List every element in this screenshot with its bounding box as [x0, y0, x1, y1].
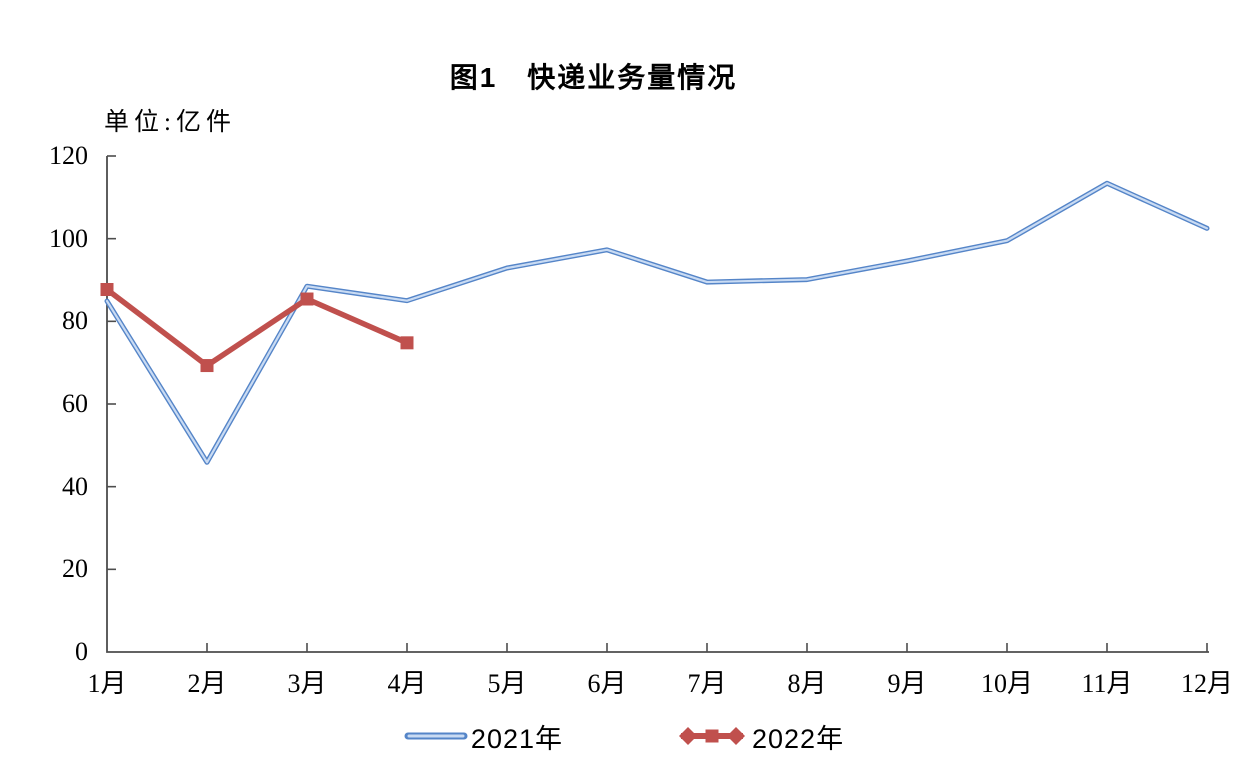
- legend-item-2022: 2022年: [675, 717, 844, 756]
- y-tick-label: 120: [49, 141, 88, 170]
- x-tick-label: 10月: [980, 669, 1033, 698]
- legend-key-2022-line-icon: [679, 727, 745, 745]
- x-tick-label: 12月: [1180, 669, 1233, 698]
- x-tick-label: 4月: [387, 669, 427, 698]
- x-tick-label: 6月: [587, 669, 627, 698]
- y-tick-label: 60: [62, 389, 88, 418]
- legend-item-2021: 2021年: [404, 717, 563, 756]
- y-tick-label: 80: [62, 306, 88, 336]
- series-2022-line: [105, 287, 409, 369]
- y-tick-label: 20: [62, 554, 88, 584]
- x-tick-label: 3月: [287, 669, 327, 698]
- series-2021-line-highlight: [105, 182, 1209, 464]
- y-tick-label: 100: [49, 223, 88, 253]
- series-2022-marker: [100, 283, 114, 297]
- legend: 2021年 2022年: [0, 717, 1248, 756]
- y-tick-label: 0: [75, 637, 88, 666]
- x-tick-label: 11月: [1081, 669, 1133, 698]
- legend-2022-diamond-right: [727, 727, 745, 745]
- x-tick-label: 7月: [687, 669, 727, 698]
- series-2022-marker: [300, 292, 314, 306]
- x-tick-label: 9月: [887, 669, 927, 698]
- x-tick-label: 5月: [487, 669, 527, 698]
- y-tick-label: 40: [62, 471, 88, 501]
- x-tick-label: 1月: [87, 669, 127, 698]
- legend-2022-diamond-left: [679, 727, 697, 745]
- x-tick-label: 2月: [187, 669, 227, 698]
- chart-title: 图1 快递业务量情况: [449, 62, 738, 93]
- legend-label-2022: 2022年: [752, 723, 845, 754]
- axis-lines: [106, 156, 1209, 653]
- series-2022-marker: [400, 336, 414, 350]
- unit-label: 单位:亿件: [104, 109, 236, 136]
- series-2022-marker: [200, 359, 214, 373]
- legend-2022-square-marker: [705, 729, 719, 743]
- x-tick-label: 8月: [787, 669, 827, 698]
- legend-key-2021-line-icon: [404, 732, 468, 740]
- legend-label-2021: 2021年: [470, 723, 563, 754]
